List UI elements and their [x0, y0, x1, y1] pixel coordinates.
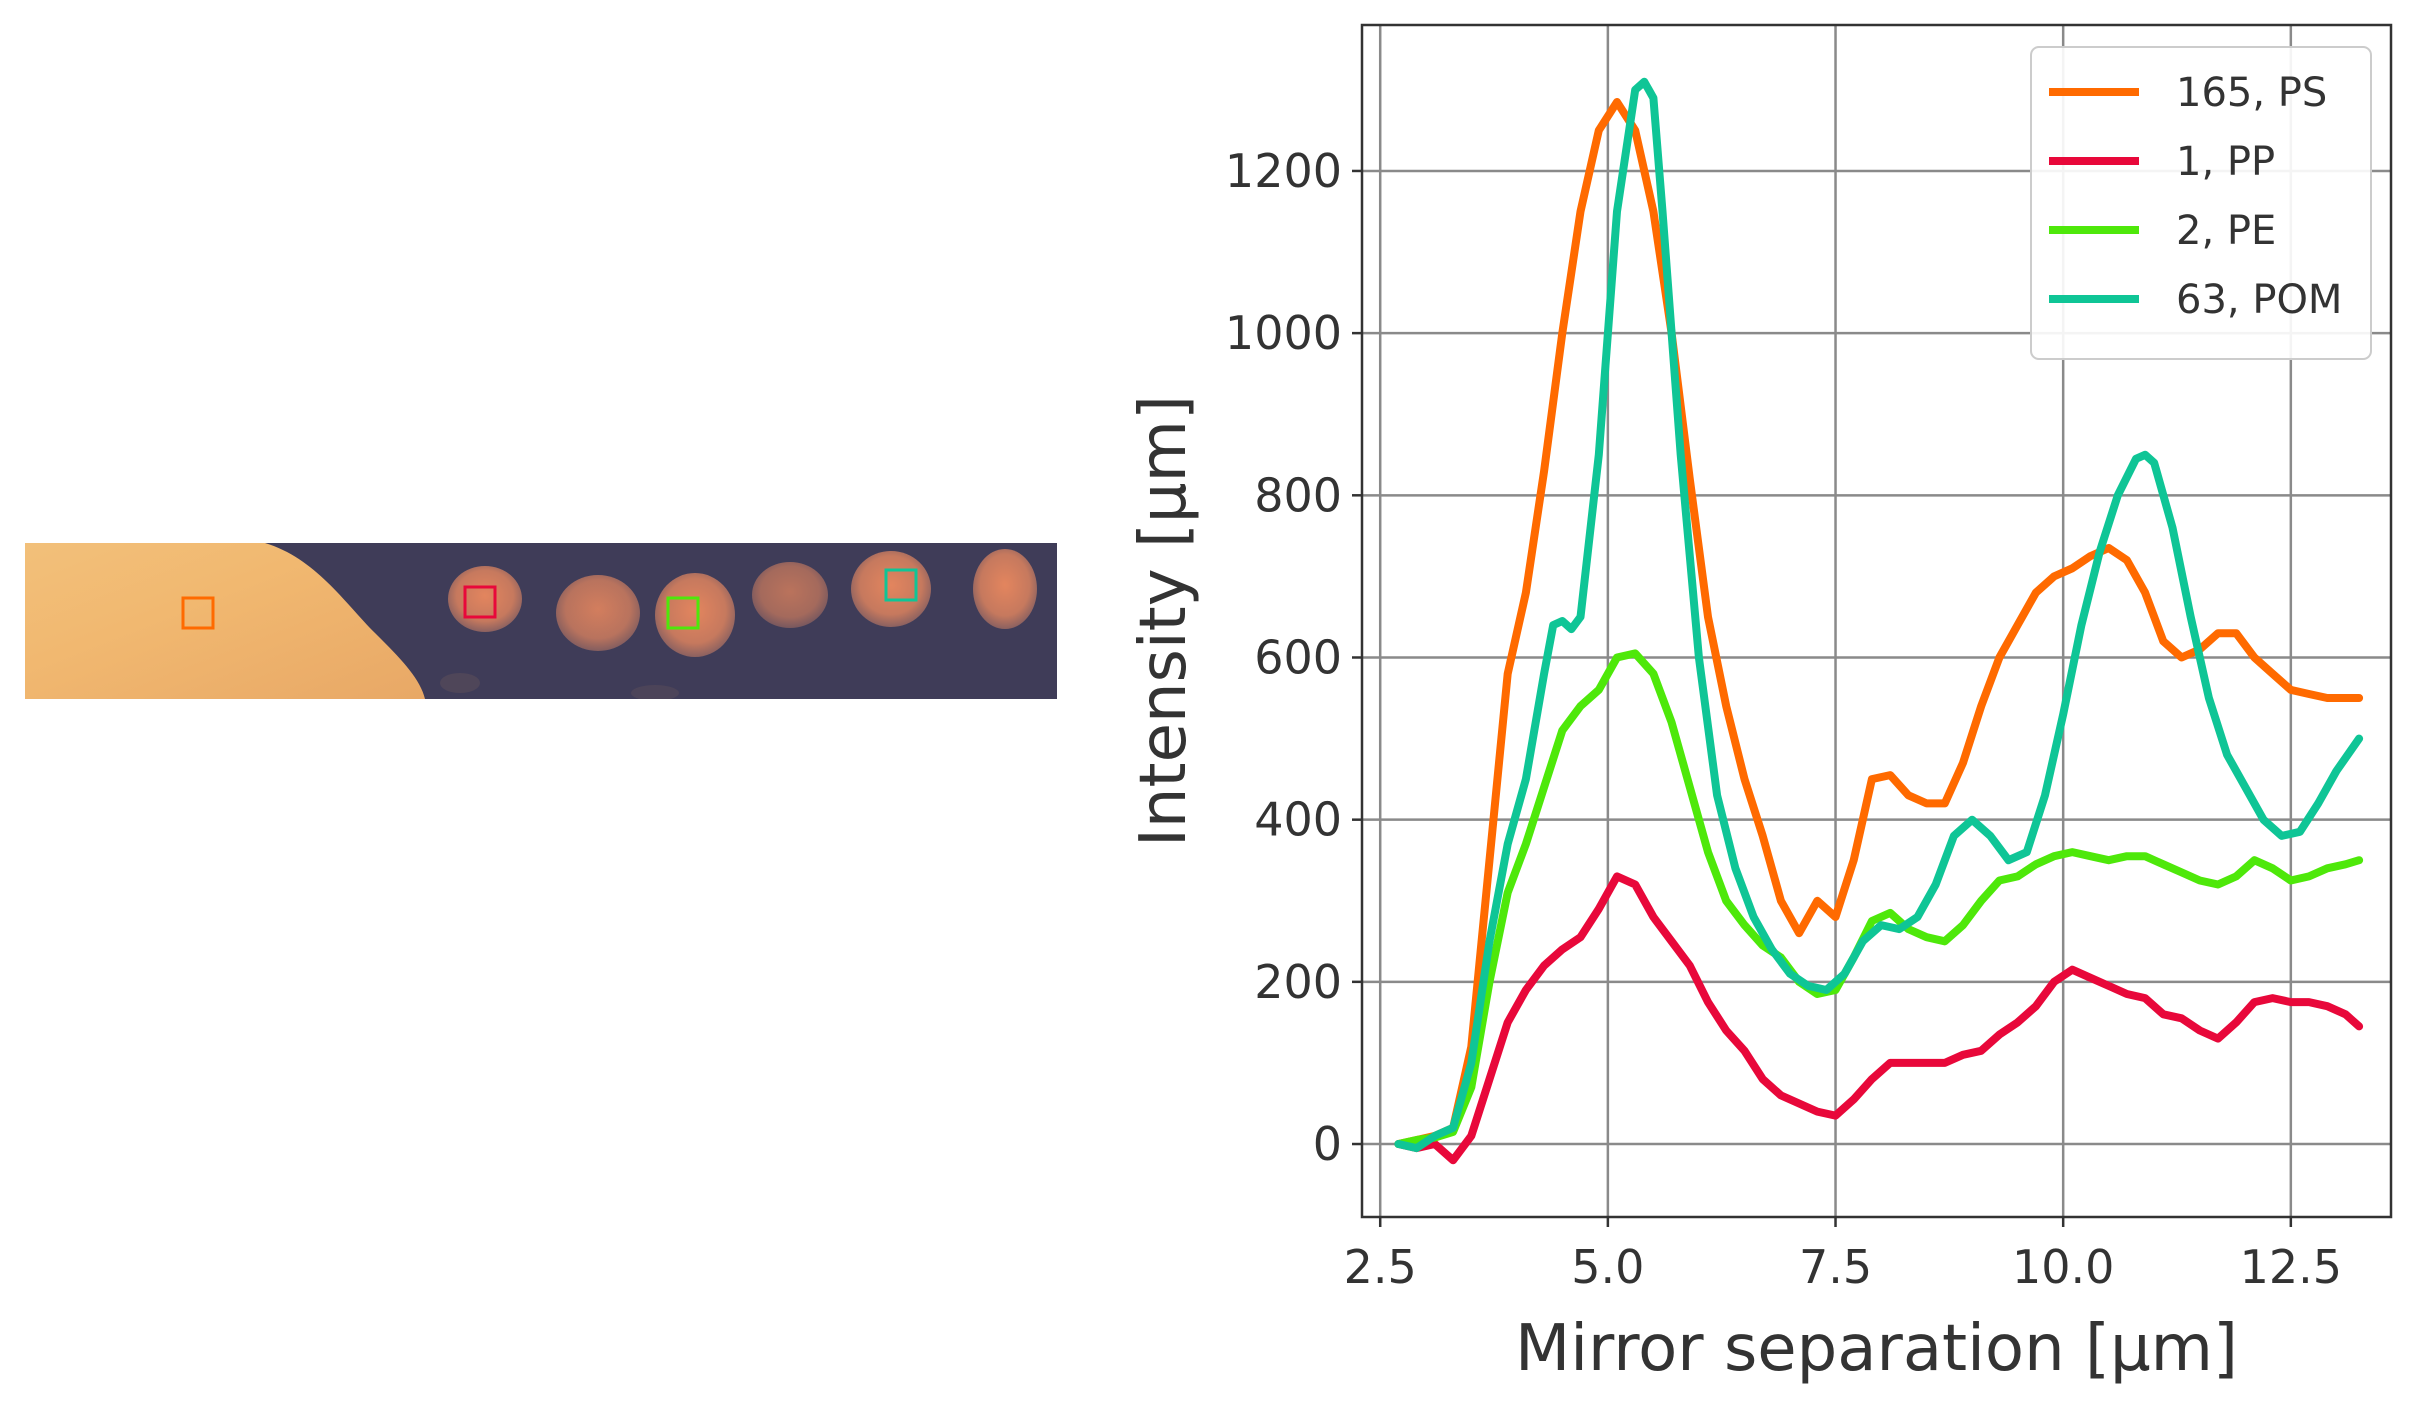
- roi-marker-ps: [181, 596, 215, 630]
- microscope-image: [25, 543, 1057, 699]
- particle-blob: [440, 673, 480, 693]
- particle-blob: [655, 573, 735, 657]
- x-tick-label: 2.5: [1344, 1240, 1417, 1294]
- y-tick-label: 200: [1254, 955, 1342, 1009]
- particle-blob: [631, 685, 679, 699]
- y-tick-label: 0: [1313, 1117, 1342, 1171]
- y-axis-title: Intensity [μm]: [1127, 395, 1201, 847]
- series-line: [1394, 872, 2364, 1165]
- x-tick-label: 10.0: [2012, 1240, 2114, 1294]
- x-axis-title: Mirror separation [μm]: [1515, 1312, 2238, 1386]
- y-tick-label: 400: [1254, 793, 1342, 847]
- plot-frame: [1360, 23, 2393, 1219]
- roi-marker-pe: [666, 596, 700, 630]
- y-tick-label: 1000: [1225, 306, 1342, 360]
- roi-marker-pom: [884, 568, 918, 602]
- y-tick-label: 1200: [1225, 144, 1342, 198]
- x-tick-label: 12.5: [2240, 1240, 2342, 1294]
- particle-blob: [556, 575, 640, 651]
- x-tick-label: 7.5: [1799, 1240, 1872, 1294]
- roi-marker-pp: [463, 585, 497, 619]
- legend-label: 1, PP: [2176, 139, 2275, 185]
- legend-label: 165, PS: [2176, 70, 2327, 116]
- y-tick-label: 800: [1254, 468, 1342, 522]
- x-tick-label: 5.0: [1571, 1240, 1644, 1294]
- y-tick-label: 600: [1254, 630, 1342, 684]
- series-line: [1394, 77, 2364, 1153]
- particle-blob: [752, 562, 828, 628]
- legend-label: 63, POM: [2176, 277, 2342, 323]
- legend-box: [2030, 46, 2372, 360]
- particle-blob: [973, 549, 1037, 629]
- large-particle: [25, 543, 425, 699]
- series-line: [1394, 649, 2364, 1148]
- series-line: [1394, 98, 2364, 1148]
- legend-label: 2, PE: [2176, 208, 2276, 254]
